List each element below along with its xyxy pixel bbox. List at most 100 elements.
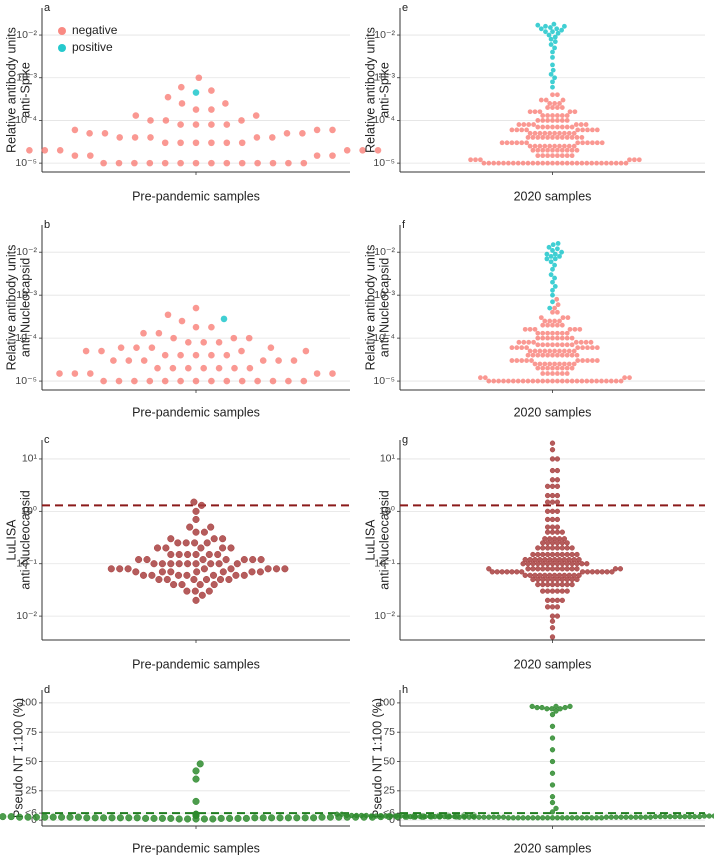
y-tick-label: 10⁻² <box>374 29 395 41</box>
data-point <box>254 377 261 385</box>
data-point <box>209 571 218 579</box>
data-point <box>559 551 565 558</box>
data-point <box>562 348 567 354</box>
data-point <box>569 581 575 588</box>
data-point <box>499 569 505 575</box>
data-point <box>200 565 208 573</box>
data-point <box>238 117 245 124</box>
data-point <box>514 358 520 363</box>
data-point <box>530 576 536 583</box>
data-point <box>402 813 409 819</box>
data-point <box>711 813 714 819</box>
data-point <box>545 371 550 376</box>
data-point <box>565 315 571 321</box>
panel-label: e <box>402 2 408 14</box>
data-point <box>575 140 581 146</box>
data-point <box>535 815 541 821</box>
data-point <box>544 551 551 558</box>
data-point <box>147 134 154 141</box>
data-point <box>520 378 526 384</box>
data-point <box>313 370 321 377</box>
y-axis-label: anti-Nucleocapsid <box>377 258 391 357</box>
data-point <box>549 566 556 572</box>
data-point <box>275 357 282 364</box>
data-point <box>527 348 533 354</box>
data-point <box>525 815 531 821</box>
data-point <box>701 813 708 819</box>
data-point <box>318 813 326 821</box>
data-point <box>550 49 555 55</box>
data-point <box>559 566 565 572</box>
data-point <box>672 813 678 820</box>
y-axis-label: Relative antibody units <box>4 27 18 153</box>
data-point <box>154 364 161 372</box>
y-tick-label: 10⁻⁵ <box>373 375 395 387</box>
data-point <box>535 160 541 166</box>
data-point <box>559 545 565 551</box>
data-point <box>249 556 257 564</box>
data-point <box>108 814 116 822</box>
data-point <box>579 815 585 821</box>
data-point <box>554 499 561 505</box>
data-point <box>527 572 533 578</box>
data-point <box>524 140 529 146</box>
data-point <box>588 339 594 345</box>
data-point <box>550 342 555 348</box>
y-tick-label: 10⁻⁴ <box>373 114 395 126</box>
data-point <box>329 152 336 159</box>
data-point <box>269 159 277 167</box>
data-point <box>623 814 629 820</box>
data-point <box>545 135 550 140</box>
data-point <box>569 124 575 130</box>
data-point <box>555 371 560 376</box>
data-point <box>542 130 548 136</box>
data-point <box>549 477 556 483</box>
data-point <box>564 815 570 821</box>
data-point <box>545 124 550 130</box>
data-point <box>542 143 548 149</box>
data-point <box>593 815 600 821</box>
data-point <box>682 813 688 820</box>
data-point <box>535 335 541 341</box>
data-point <box>550 92 555 98</box>
data-point <box>555 241 561 246</box>
data-point <box>554 604 561 610</box>
data-point <box>559 113 565 118</box>
data-point <box>192 775 200 783</box>
data-point <box>200 364 207 372</box>
data-point <box>520 815 526 821</box>
data-point <box>200 528 208 536</box>
data-point <box>555 309 560 315</box>
data-point <box>200 815 208 823</box>
data-point <box>559 124 565 130</box>
data-point <box>205 550 213 559</box>
data-point <box>388 813 394 819</box>
data-point <box>560 315 566 321</box>
data-point <box>491 814 497 820</box>
data-point <box>257 556 265 564</box>
data-point <box>540 588 546 594</box>
data-point <box>417 813 423 820</box>
data-point <box>554 524 561 530</box>
data-point <box>535 378 541 384</box>
data-point <box>647 814 654 820</box>
data-point <box>550 113 555 118</box>
data-point <box>238 159 246 167</box>
data-point <box>192 304 200 312</box>
legend-marker <box>58 44 66 52</box>
data-point <box>577 326 583 332</box>
data-point <box>535 342 541 348</box>
data-point <box>559 322 565 328</box>
data-point <box>550 160 555 166</box>
data-point <box>223 351 231 359</box>
data-point <box>547 101 553 106</box>
panel-label: f <box>402 219 406 231</box>
y-tick-label: 100 <box>19 697 37 709</box>
data-point <box>208 121 215 128</box>
y-tick-label: 0 <box>389 814 395 826</box>
y-tick-label: 10¹ <box>380 453 396 465</box>
data-point <box>575 345 581 351</box>
data-point <box>554 456 561 462</box>
data-point <box>527 326 533 332</box>
data-point <box>555 30 561 36</box>
